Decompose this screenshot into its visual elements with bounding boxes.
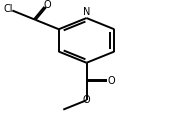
Text: O: O xyxy=(83,95,90,105)
Text: O: O xyxy=(44,0,52,10)
Text: O: O xyxy=(107,76,115,86)
Text: Cl: Cl xyxy=(3,4,13,14)
Text: N: N xyxy=(83,7,90,17)
